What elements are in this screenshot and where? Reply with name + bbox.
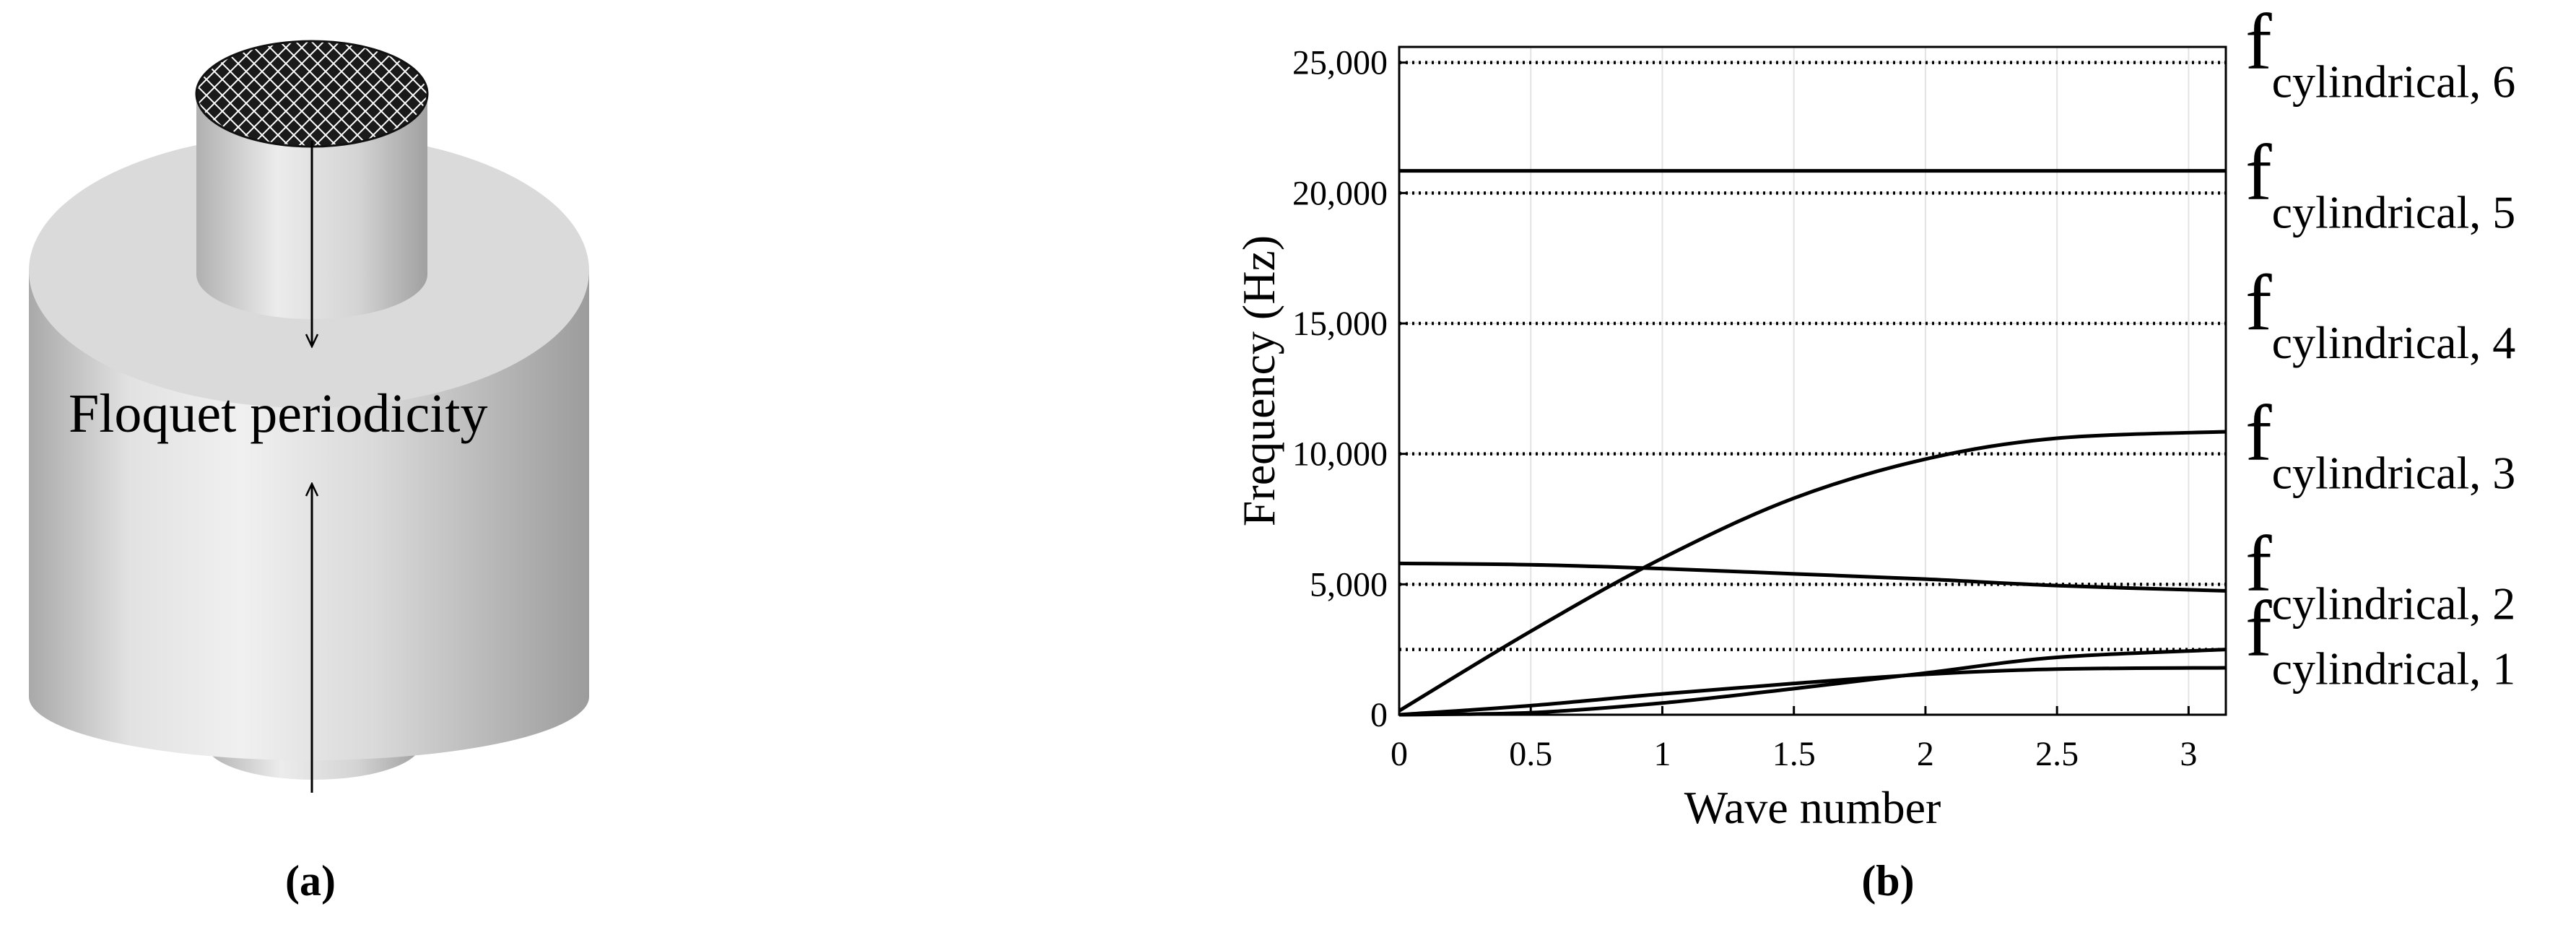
floquet-periodicity-label: Floquet periodicity (69, 383, 487, 444)
reference-lines (1399, 61, 2226, 651)
dispersion-chart: 0 0.5 1 1.5 2 2.5 3 0 5,000 10,000 15,000 20,000 25… (1233, 0, 2515, 833)
panel-a-caption: (a) (285, 857, 336, 905)
x-tick-label: 1.5 (1772, 735, 1816, 773)
unit-cell-figure: Floquet periodicity (29, 40, 589, 793)
x-tick-label: 2.5 (2035, 735, 2079, 773)
mesh-cross-section (195, 40, 429, 148)
x-tick-label: 0.5 (1509, 735, 1552, 773)
panel-b-caption: (b) (1861, 857, 1914, 905)
y-tick-label: 20,000 (1292, 174, 1388, 212)
reference-line-label: fcylindrical, 6 (2245, 0, 2515, 108)
grid-layer (1398, 47, 2226, 715)
reference-line-label: fcylindrical, 1 (2245, 585, 2515, 695)
y-tick-label: 15,000 (1292, 305, 1388, 343)
y-tick-label: 0 (1370, 696, 1388, 734)
reference-line-label: fcylindrical, 5 (2245, 128, 2515, 238)
series-layer (1398, 169, 2227, 717)
y-tick-label: 5,000 (1310, 565, 1388, 604)
dispersion-curve (1398, 561, 2227, 593)
y-axis-label: Frequency (Hz) (1233, 235, 1284, 526)
reference-line-label: fcylindrical, 2 (2245, 519, 2515, 629)
y-ticks: 0 5,000 10,000 15,000 20,000 25,000 (1292, 44, 1408, 734)
plot-frame (1398, 45, 2227, 716)
y-tick-label: 10,000 (1292, 435, 1388, 474)
y-tick-label: 25,000 (1292, 44, 1388, 82)
x-tick-label: 3 (2180, 735, 2197, 773)
dispersion-curve (1398, 666, 2227, 717)
x-tick-label: 2 (1917, 735, 1934, 773)
x-tick-label: 0 (1391, 735, 1408, 773)
x-axis-label: Wave number (1684, 782, 1941, 833)
reference-line-label: fcylindrical, 4 (2245, 258, 2515, 368)
dispersion-curve (1398, 430, 2227, 713)
x-tick-label: 1 (1653, 735, 1671, 773)
x-ticks: 0 0.5 1 1.5 2 2.5 3 (1391, 706, 2197, 773)
reference-line-label: fcylindrical, 3 (2245, 389, 2515, 499)
